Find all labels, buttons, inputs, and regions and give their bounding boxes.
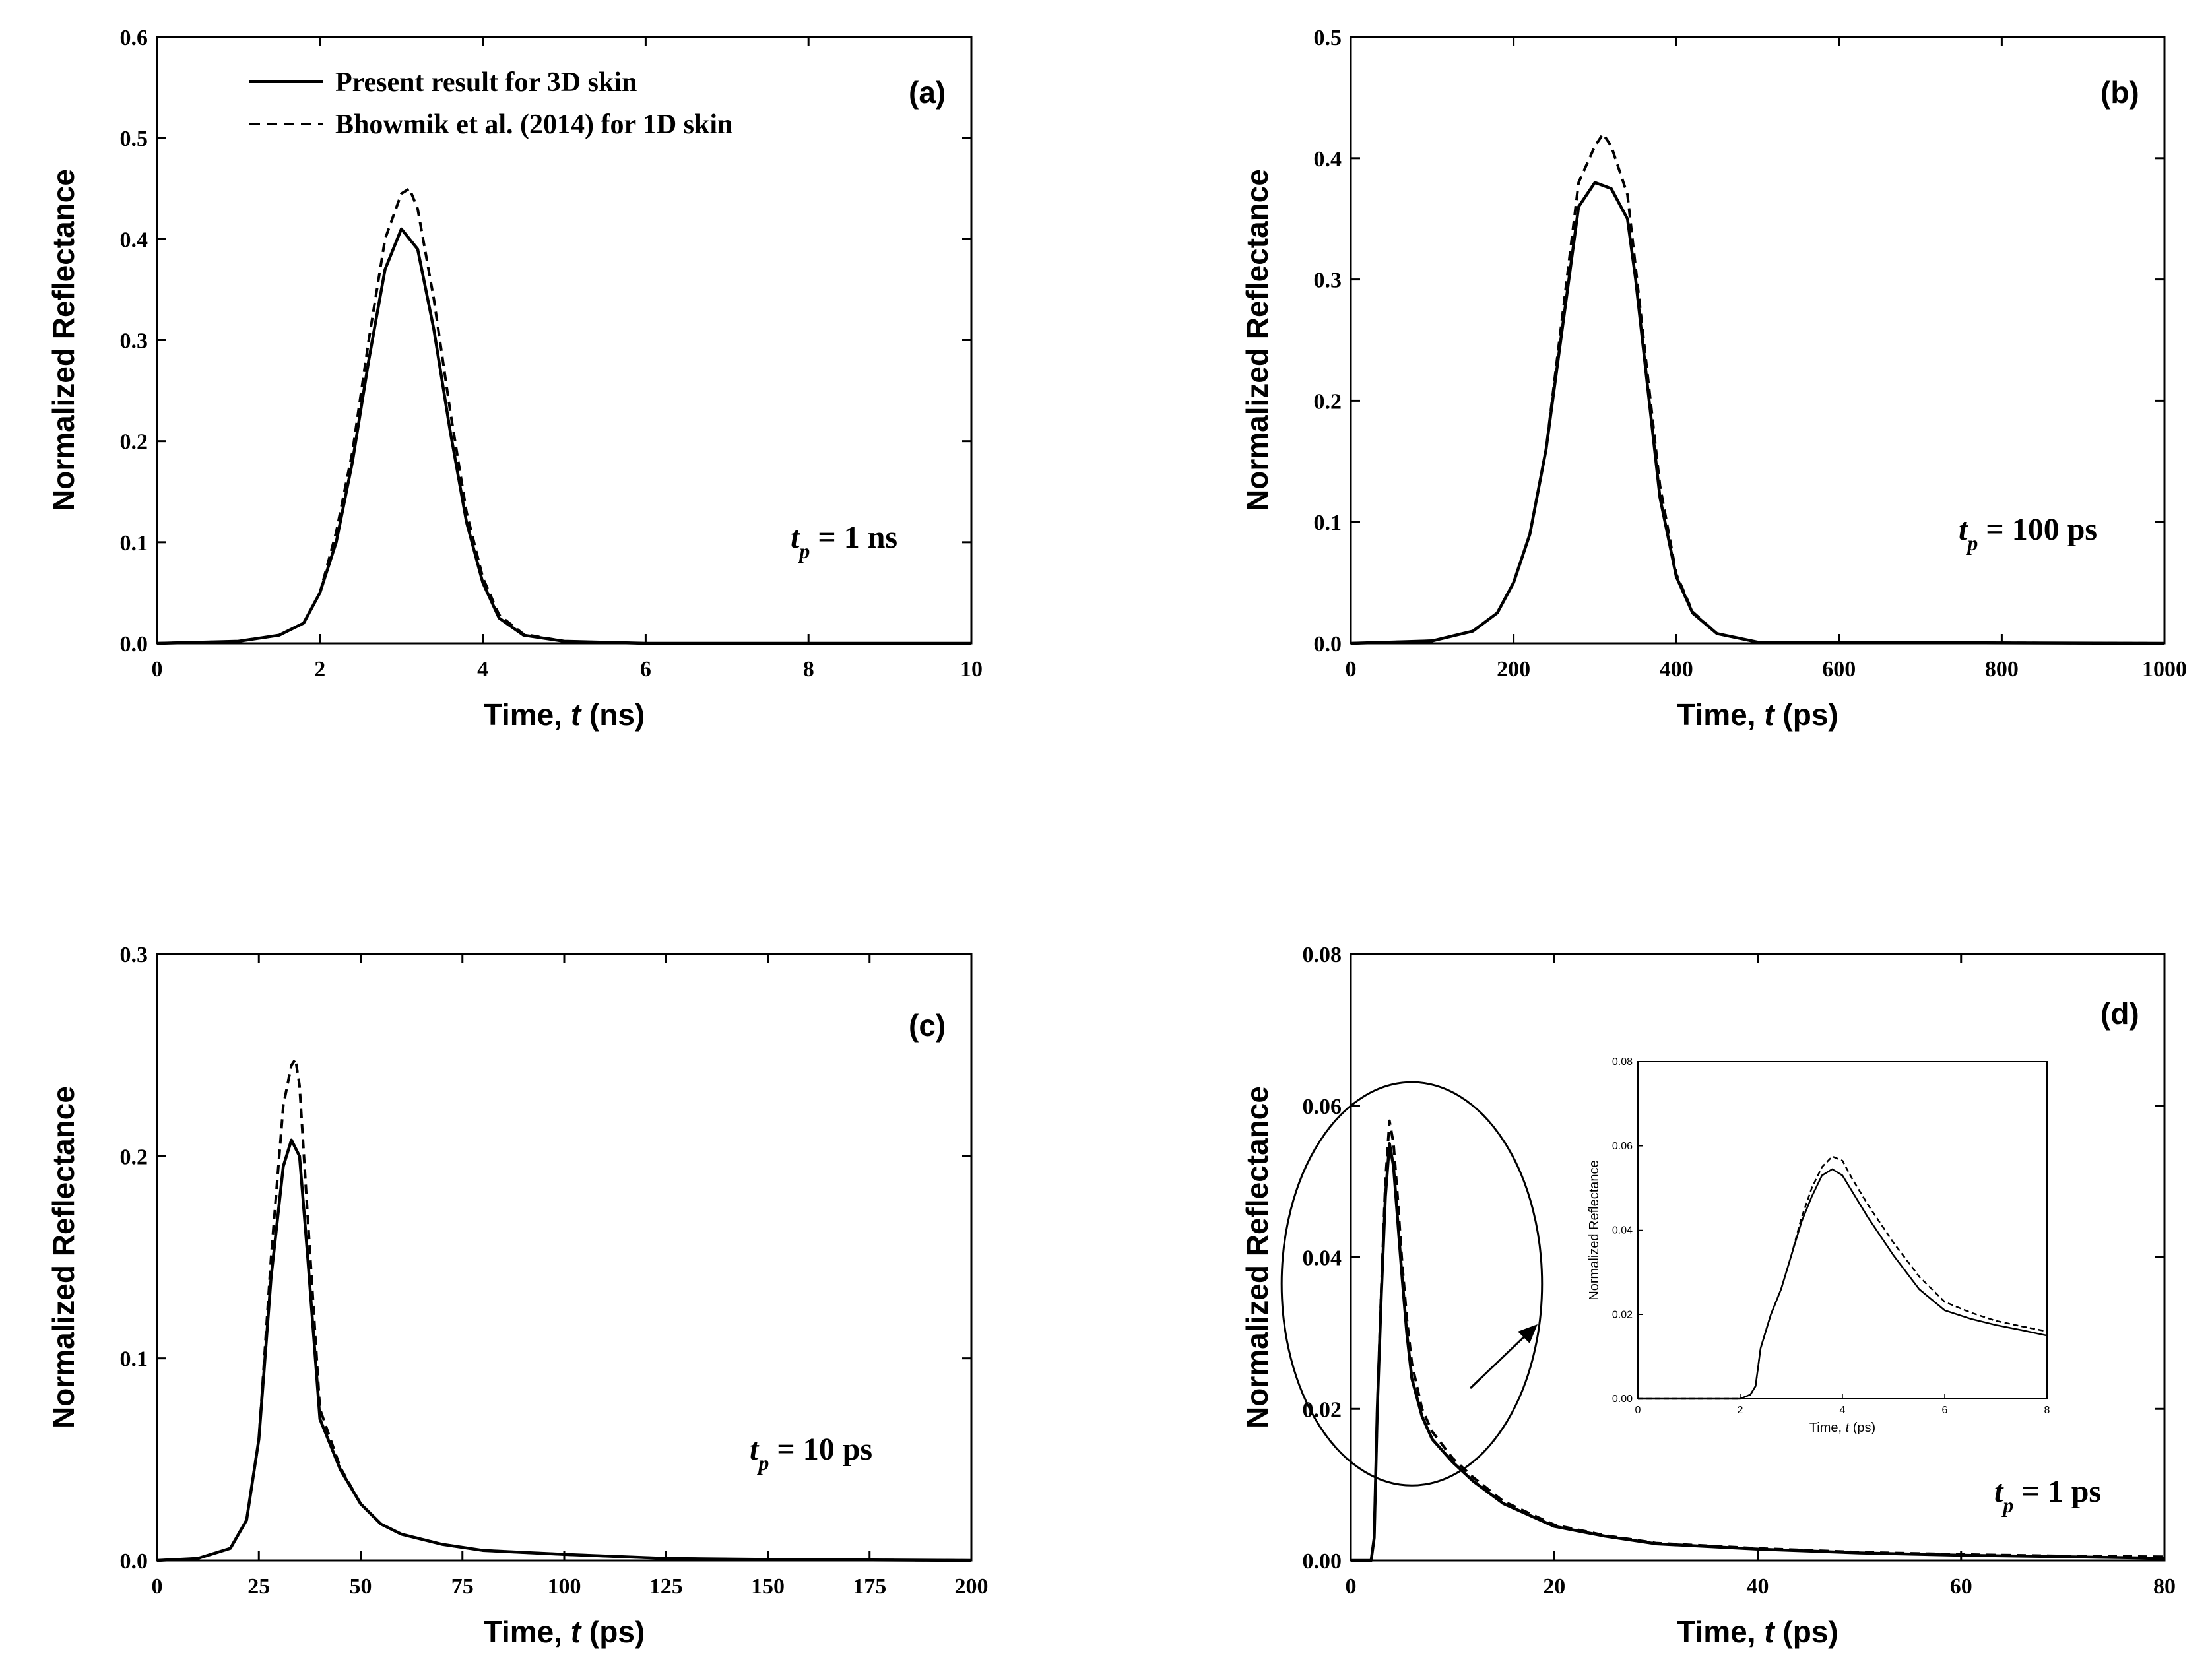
x-tick-label: 25 [247,1574,270,1599]
x-axis-title: Time, t (ps) [484,1615,645,1649]
x-tick-label: 8 [803,657,814,682]
y-tick-label: 0.1 [1314,511,1342,535]
x-tick-label: 200 [955,1574,989,1599]
inset-x-tick-label: 6 [1942,1405,1948,1416]
highlight-ellipse [1280,1081,1544,1487]
x-tick-label: 175 [853,1574,886,1599]
inset-y-tick-label: 0.06 [1612,1141,1633,1152]
y-tick-label: 0.1 [120,1347,148,1372]
inset-chart: 0 2 4 6 8 0.00 0.02 0.04 0.06 0.08 Time, t (ps) Nor… [1587,1056,2050,1435]
panel-label: (d) [2100,996,2139,1031]
inset-series-line-dashed [1638,1155,2048,1400]
pulse-width-annotation: tp = 100 ps [1959,512,2097,555]
y-tick-label: 0.02 [1303,1397,1342,1422]
y-tick-label: 0.2 [120,430,148,455]
y-tick-label: 0.04 [1303,1246,1342,1271]
y-tick-label: 0.2 [1314,389,1342,414]
panel-label: (a) [909,75,946,110]
inset-y-tick-label: 0.00 [1612,1394,1633,1405]
x-axis-title: Time, t (ns) [484,697,645,732]
inset-x-tick-label: 8 [2044,1405,2050,1416]
x-tick-label: 0 [1346,657,1357,682]
x-tick-label: 0 [1346,1574,1357,1599]
y-tick-label: 0.0 [120,632,148,657]
legend-solid-label: Present result for 3D skin [335,67,637,98]
inset-y-axis-title: Normalized Reflectance [1587,1160,1602,1300]
x-tick-label: 200 [1497,657,1530,682]
y-tick-label: 0.3 [120,943,148,967]
x-axis-title: Time, t (ps) [1677,697,1838,732]
inset-x-tick-label: 2 [1738,1405,1743,1416]
legend-dashed-label: Bhowmik et al. (2014) for 1D skin [335,110,732,140]
series-line-dashed [1351,1119,2165,1562]
pointer-arrowhead [1518,1324,1538,1343]
x-tick-label: 6 [640,657,651,682]
x-tick-label: 4 [477,657,488,682]
x-tick-label: 400 [1660,657,1693,682]
y-axis-title: Normalized Reflectance [1240,1086,1274,1429]
x-tick-label: 10 [960,657,983,682]
chart-panel-c: 0 25 50 75 100 125 150 175 200 0.0 0.1 0.2 0.3 Time, … [46,943,989,1649]
legend: Present result for 3D skin Bhowmik et al… [249,67,732,140]
x-tick-label: 800 [1985,657,2019,682]
y-tick-label: 0.1 [120,531,148,556]
y-tick-label: 0.3 [1314,269,1342,293]
series-line-solid [1351,1141,2165,1562]
x-tick-label: 0 [152,1574,163,1599]
y-tick-label: 0.0 [1314,632,1342,657]
x-axis-title: Time, t (ps) [1677,1615,1838,1649]
x-tick-label: 80 [2153,1574,2176,1599]
inset-x-axis-title: Time, t (ps) [1809,1421,1875,1435]
y-tick-label: 0.4 [1314,147,1342,172]
x-tick-label: 600 [1822,657,1856,682]
x-tick-label: 100 [548,1574,581,1599]
pulse-width-annotation: tp = 1 ns [791,520,897,563]
x-tick-label: 1000 [2142,657,2187,682]
panel-label: (c) [909,1008,946,1043]
y-tick-label: 0.4 [120,228,148,252]
y-tick-label: 0.6 [120,26,148,50]
inset-y-tick-label: 0.02 [1612,1309,1633,1320]
x-tick-label: 125 [649,1574,683,1599]
pulse-width-annotation: tp = 10 ps [750,1432,872,1475]
panel-label: (b) [2100,75,2139,110]
y-tick-label: 0.2 [120,1145,148,1169]
y-tick-label: 0.5 [1314,26,1342,50]
x-tick-label: 75 [451,1574,474,1599]
pulse-width-annotation: tp = 1 ps [1994,1474,2101,1517]
inset-frame [1637,1061,2048,1399]
x-tick-label: 2 [314,657,325,682]
y-tick-label: 0.5 [120,127,148,151]
chart-panel-a: 0 2 4 6 8 10 0.0 0.1 0.2 0.3 0.4 0.5 0.6 Time, t (ns)… [46,26,983,732]
x-tick-label: 20 [1543,1574,1565,1599]
y-tick-label: 0.0 [120,1549,148,1574]
x-tick-label: 40 [1747,1574,1769,1599]
pointer-arrow [1469,1330,1531,1390]
x-tick-label: 50 [350,1574,372,1599]
inset-y-tick-label: 0.08 [1612,1056,1633,1068]
inset-x-tick-label: 0 [1635,1405,1641,1416]
inset-x-tick-label: 4 [1840,1405,1846,1416]
y-tick-label: 0.08 [1303,943,1342,967]
y-axis-title: Normalized Reflectance [1240,169,1274,511]
chart-panel-b: 0 200 400 600 800 1000 0.0 0.1 0.2 0.3 0.4 0.5 Time,… [1240,26,2187,732]
series-line-dashed [1350,133,2165,645]
x-tick-label: 150 [751,1574,785,1599]
x-tick-label: 60 [1950,1574,1972,1599]
series-line-dashed [156,1058,972,1562]
y-tick-label: 0.3 [120,329,148,354]
y-axis-title: Normalized Reflectance [46,169,81,511]
x-tick-label: 0 [152,657,163,682]
inset-y-tick-label: 0.04 [1612,1225,1633,1236]
y-tick-label: 0.06 [1303,1095,1342,1119]
y-tick-label: 0.00 [1303,1549,1342,1574]
y-axis-title: Normalized Reflectance [46,1086,81,1429]
